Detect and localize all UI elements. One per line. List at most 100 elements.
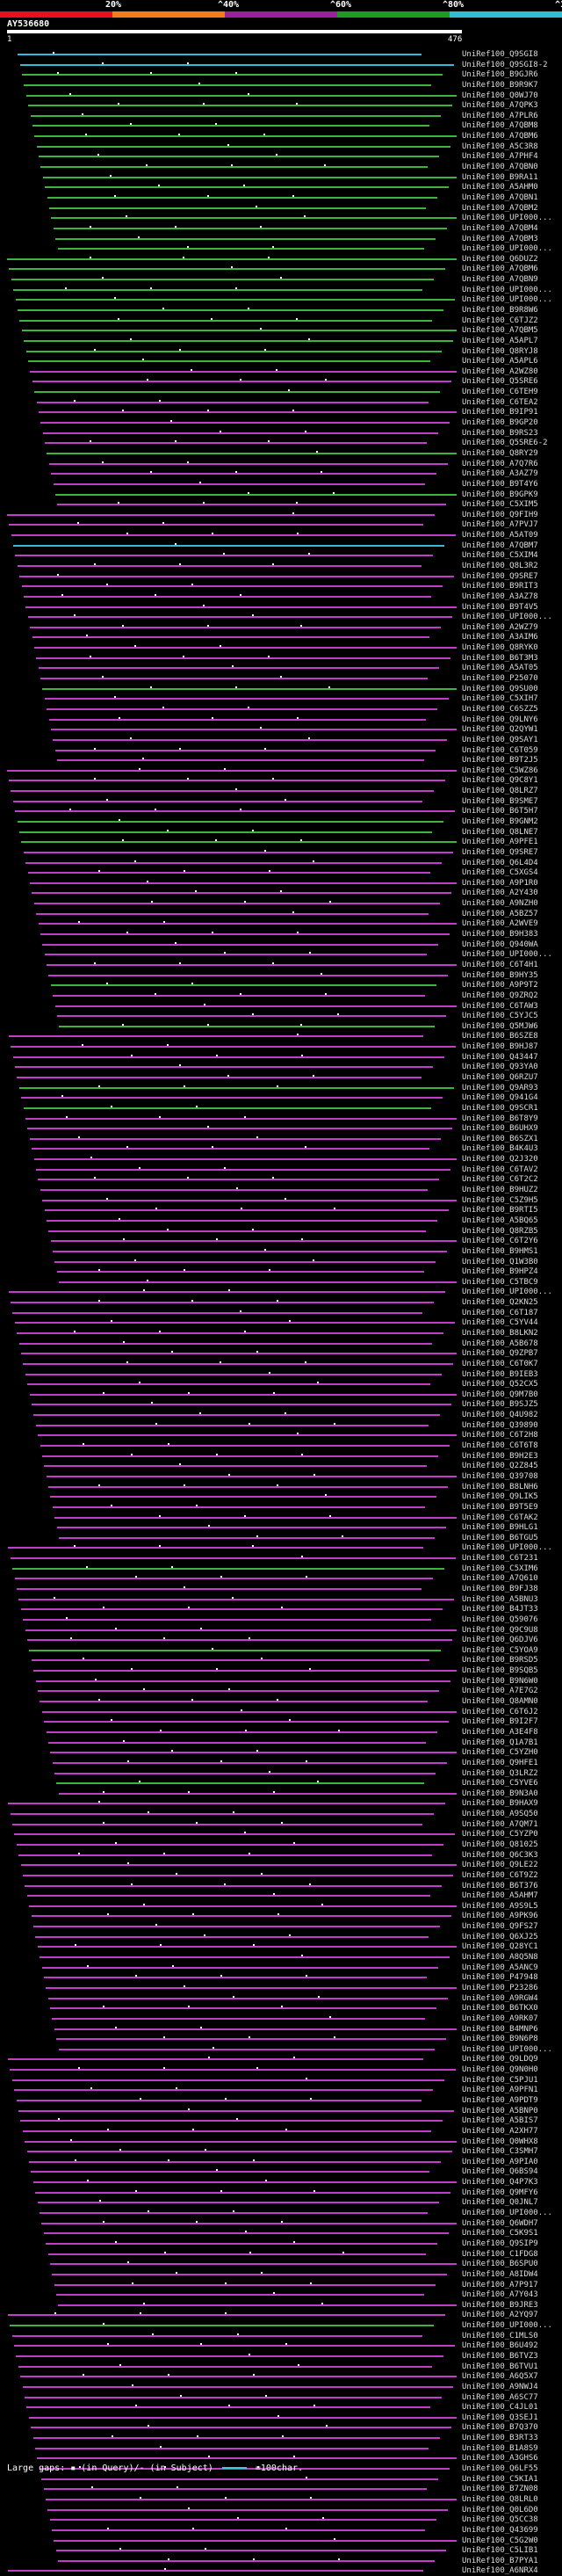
hit-bar[interactable] [16, 2355, 443, 2357]
hit-row[interactable]: UniRef100_UPI000... [0, 1287, 562, 1297]
hit-accession[interactable]: UniRef100_A5ANC9 [462, 1963, 538, 1972]
hit-bar[interactable] [58, 248, 424, 250]
hit-bar[interactable] [24, 83, 431, 86]
hit-bar[interactable] [51, 217, 457, 220]
hit-row[interactable]: UniRef100_A5AT09 [0, 530, 562, 541]
hit-bar[interactable] [15, 1322, 455, 1324]
hit-row[interactable]: UniRef100_UPI000... [0, 285, 562, 295]
hit-row[interactable]: UniRef100_UPI000... [0, 243, 562, 254]
hit-bar[interactable] [30, 1393, 457, 1396]
hit-accession[interactable]: UniRef100_B7Q370 [462, 2423, 538, 2433]
hit-bar[interactable] [18, 2109, 454, 2112]
hit-row[interactable]: UniRef100_A7Q7R6 [0, 459, 562, 469]
hit-accession[interactable]: UniRef100_B6SPU0 [462, 2260, 538, 2269]
hit-accession[interactable]: UniRef100_Q39708 [462, 1471, 538, 1481]
hit-row[interactable]: UniRef100_A6NRX4 [0, 2565, 562, 2576]
hit-bar[interactable] [57, 1015, 446, 1018]
hit-bar[interactable] [23, 2385, 453, 2388]
hit-bar[interactable] [47, 707, 437, 710]
hit-row[interactable]: UniRef100_Q6C3K3 [0, 1850, 562, 1861]
hit-bar[interactable] [24, 595, 431, 598]
hit-bar[interactable] [11, 279, 434, 281]
hit-accession[interactable]: UniRef100_A7QBM3 [462, 234, 538, 243]
hit-row[interactable]: UniRef100_A9RGW4 [0, 1993, 562, 2004]
hit-bar[interactable] [40, 1445, 450, 1448]
hit-accession[interactable]: UniRef100_Q9SGI8 [462, 50, 538, 59]
hit-bar[interactable] [25, 2140, 457, 2143]
hit-row[interactable]: UniRef100_A9PDT9 [0, 2095, 562, 2106]
hit-bar[interactable] [21, 841, 457, 844]
hit-bar[interactable] [57, 1527, 446, 1529]
hit-bar[interactable] [34, 647, 457, 649]
hit-row[interactable]: UniRef100_UPI000... [0, 949, 562, 960]
hit-accession[interactable]: UniRef100_B9N3A0 [462, 1789, 538, 1798]
hit-accession[interactable]: UniRef100_A5AHM0 [462, 183, 538, 192]
hit-bar[interactable] [57, 504, 446, 506]
hit-row[interactable]: UniRef100_B9HJ87 [0, 1041, 562, 1052]
hit-bar[interactable] [55, 749, 436, 751]
hit-accession[interactable]: UniRef100_C6T6J2 [462, 1707, 538, 1716]
hit-accession[interactable]: UniRef100_Q0JNL7 [462, 2198, 538, 2208]
hit-accession[interactable]: UniRef100_Q9SAY1 [462, 735, 538, 744]
hit-row[interactable]: UniRef100_Q9HFE1 [0, 1758, 562, 1768]
hit-accession[interactable]: UniRef100_Q9C8Y1 [462, 776, 538, 786]
hit-row[interactable]: UniRef100_Q93YA0 [0, 1062, 562, 1072]
hit-bar[interactable] [13, 544, 444, 547]
hit-bar[interactable] [12, 1823, 422, 1825]
hit-bar[interactable] [42, 943, 438, 946]
hit-row[interactable]: UniRef100_Q8LRZ7 [0, 786, 562, 796]
hit-row[interactable]: UniRef100_A5B678 [0, 1339, 562, 1349]
hit-accession[interactable]: UniRef100_A2WVE9 [462, 919, 538, 929]
hit-bar[interactable] [19, 575, 454, 577]
hit-row[interactable]: UniRef100_UPI000... [0, 2208, 562, 2218]
hit-row[interactable]: UniRef100_Q9FS27 [0, 1921, 562, 1932]
hit-accession[interactable]: UniRef100_B9HPZ4 [462, 1267, 538, 1277]
hit-accession[interactable]: UniRef100_C3SMH7 [462, 2147, 538, 2157]
hit-bar[interactable] [8, 2314, 445, 2317]
hit-bar[interactable] [47, 1475, 457, 1477]
hit-accession[interactable]: UniRef100_C5XIM4 [462, 551, 538, 561]
hit-bar[interactable] [13, 1056, 444, 1058]
hit-accession[interactable]: UniRef100_B6T5H7 [462, 807, 538, 816]
hit-bar[interactable] [45, 442, 427, 445]
hit-bar[interactable] [47, 196, 437, 199]
hit-row[interactable]: UniRef100_A3E4F8 [0, 1727, 562, 1738]
hit-row[interactable]: UniRef100_C5G2W0 [0, 2536, 562, 2546]
hit-bar[interactable] [16, 299, 455, 301]
hit-row[interactable]: UniRef100_B4MNP6 [0, 2024, 562, 2035]
hit-row[interactable]: UniRef100_C6TAW3 [0, 1001, 562, 1012]
hit-row[interactable]: UniRef100_B9FJ38 [0, 1584, 562, 1594]
hit-bar[interactable] [26, 2406, 430, 2409]
hit-row[interactable]: UniRef100_C6T6J2 [0, 1707, 562, 1717]
hit-row[interactable]: UniRef100_A5ANC9 [0, 1963, 562, 1973]
hit-accession[interactable]: UniRef100_UPI000... [462, 295, 552, 305]
hit-accession[interactable]: UniRef100_A9S9L5 [462, 1901, 538, 1911]
hit-accession[interactable]: UniRef100_A9PIA0 [462, 2157, 538, 2166]
hit-row[interactable]: UniRef100_C1FDG8 [0, 2249, 562, 2260]
hit-accession[interactable]: UniRef100_B9SQB5 [462, 1666, 538, 1676]
hit-bar[interactable] [11, 1813, 434, 1816]
hit-accession[interactable]: UniRef100_A7QM71 [462, 1819, 538, 1829]
hit-bar[interactable] [44, 1465, 427, 1468]
hit-bar[interactable] [15, 555, 433, 557]
hit-accession[interactable]: UniRef100_A8Q5N8 [462, 1953, 538, 1963]
hit-row[interactable]: UniRef100_B9R8W6 [0, 305, 562, 316]
hit-accession[interactable]: UniRef100_A2YQ97 [462, 2311, 538, 2320]
hit-accession[interactable]: UniRef100_B6TGU5 [462, 1533, 538, 1542]
hit-accession[interactable]: UniRef100_C5PJU1 [462, 2075, 538, 2085]
hit-accession[interactable]: UniRef100_B9RS23 [462, 428, 538, 438]
hit-accession[interactable]: UniRef100_B9IEB3 [462, 1369, 538, 1379]
hit-bar[interactable] [54, 2028, 457, 2030]
hit-row[interactable]: UniRef100_C6T2C2 [0, 1174, 562, 1185]
hit-accession[interactable]: UniRef100_A7E7G2 [462, 1687, 538, 1696]
hit-bar[interactable] [40, 1956, 450, 1959]
hit-bar[interactable] [54, 227, 447, 229]
hit-accession[interactable]: UniRef100_Q0L6D0 [462, 2505, 538, 2514]
hit-bar[interactable] [29, 1649, 441, 1651]
hit-accession[interactable]: UniRef100_Q6BS94 [462, 2167, 538, 2177]
hit-row[interactable]: UniRef100_A7QBM7 [0, 541, 562, 551]
hit-bar[interactable] [57, 1271, 424, 1273]
hit-accession[interactable]: UniRef100_Q43447 [462, 1052, 538, 1062]
hit-accession[interactable]: UniRef100_Q5SRE6 [462, 377, 538, 387]
hit-accession[interactable]: UniRef100_C5YOA9 [462, 1645, 538, 1655]
